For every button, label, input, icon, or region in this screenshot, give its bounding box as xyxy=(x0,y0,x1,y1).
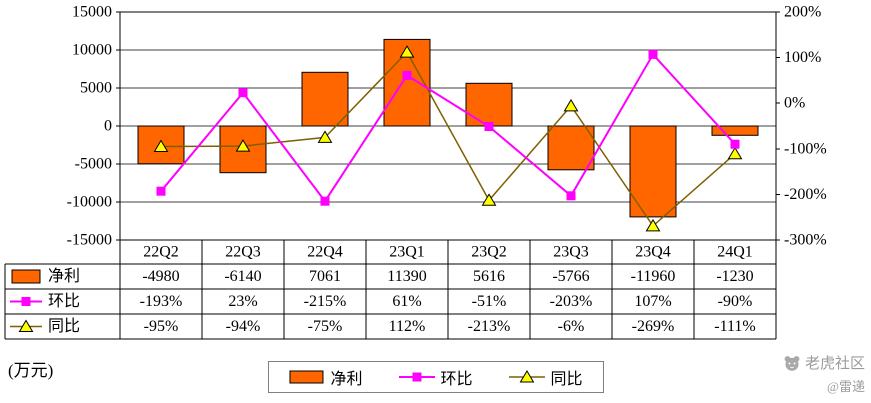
table-cell: -203% xyxy=(550,293,593,310)
table-cell: 107% xyxy=(634,293,671,310)
table-cell: -193% xyxy=(140,293,183,310)
watermark-brand-row: 老虎社区 xyxy=(783,352,865,373)
marker-square xyxy=(238,88,248,98)
table-cell: 23% xyxy=(228,293,257,310)
category-label: 23Q4 xyxy=(635,244,671,261)
y-left-label: 10000 xyxy=(72,42,112,59)
data-table: 22Q2 22Q3 22Q4 23Q1 23Q2 23Q3 23Q4 24Q1 净利 -4980 -… xyxy=(4,240,777,340)
watermark-author: @雷递 xyxy=(827,379,865,394)
qoq-markers xyxy=(156,49,740,206)
category-label: 24Q1 xyxy=(717,244,753,261)
y-right-label: 100% xyxy=(784,49,821,66)
marker-square xyxy=(648,49,658,59)
y-right-label: 0% xyxy=(784,95,805,112)
table-cell: -94% xyxy=(226,318,261,335)
marker-square xyxy=(730,139,740,149)
bar xyxy=(711,125,759,136)
legend-item: 同比 xyxy=(508,365,583,389)
bar xyxy=(547,125,595,171)
marker-triangle xyxy=(563,98,579,112)
legend-item: 净利 xyxy=(288,365,362,389)
legend-label: 净利 xyxy=(330,371,363,388)
bar xyxy=(465,82,513,127)
table-cell: -111% xyxy=(714,318,755,335)
y-left-label: -10000 xyxy=(67,194,112,211)
legend-square-icon xyxy=(398,372,435,382)
category-label: 22Q3 xyxy=(225,244,261,261)
category-label: 22Q4 xyxy=(307,244,343,261)
unit-label: (万元) xyxy=(8,361,54,380)
marker-triangle xyxy=(153,139,169,152)
table-cell: -90% xyxy=(718,293,753,310)
table-cell: -5766 xyxy=(552,268,589,285)
table-cell: -75% xyxy=(308,318,343,335)
category-label: 23Q1 xyxy=(389,244,425,261)
y-left-label: -15000 xyxy=(67,232,112,249)
marker-square xyxy=(402,70,412,80)
row-label: 环比 xyxy=(48,292,80,310)
yoy-line xyxy=(160,50,736,228)
marker-triangle xyxy=(235,139,251,152)
legend-key-marker xyxy=(21,297,31,306)
marker-square xyxy=(566,191,576,201)
legend-triangle-icon xyxy=(508,370,545,383)
marker-triangle xyxy=(727,146,743,160)
legend-item: 环比 xyxy=(398,365,473,389)
table-cell: 11390 xyxy=(387,268,426,285)
y-right-label: -200% xyxy=(784,186,827,203)
y-right-label: 200% xyxy=(784,4,821,21)
marker-square xyxy=(320,196,330,206)
table-cell: -213% xyxy=(468,318,511,335)
marker-triangle xyxy=(399,45,415,58)
legend-label: 环比 xyxy=(440,371,473,388)
table-grid xyxy=(4,240,777,340)
yoy-markers xyxy=(153,45,743,232)
table-cell: -95% xyxy=(144,318,179,335)
bar xyxy=(301,71,349,127)
y-left-label: -5000 xyxy=(75,156,112,173)
legend-key-bar xyxy=(11,269,41,284)
marker-triangle xyxy=(317,130,333,143)
axis-labels: 15000 10000 5000 0 -5000 -10000 -15000 200% 100%… xyxy=(67,4,827,249)
table-cell: 61% xyxy=(392,293,421,310)
y-left-label: 5000 xyxy=(80,80,112,97)
table-cell: -269% xyxy=(632,318,675,335)
y-left-label: 15000 xyxy=(72,4,112,21)
chart-legend: 净利 环比 同比 xyxy=(267,361,604,393)
legend-key-marker xyxy=(18,319,34,332)
category-label: 23Q3 xyxy=(553,244,589,261)
table-cell: 112% xyxy=(389,318,426,335)
row-label: 净利 xyxy=(48,267,80,285)
table-cell: 5616 xyxy=(473,268,505,285)
table-cell: -215% xyxy=(304,293,347,310)
marker-triangle xyxy=(481,193,497,206)
table-cell: -11960 xyxy=(631,268,676,285)
tiger-logo-icon xyxy=(784,355,800,371)
legend-bar-swatch xyxy=(288,370,323,384)
y-right-label: -100% xyxy=(784,140,827,157)
y-left-label: 0 xyxy=(104,118,112,135)
legend-label: 同比 xyxy=(550,371,583,388)
watermark: 老虎社区 @雷递 xyxy=(783,352,865,395)
marker-square xyxy=(484,122,494,131)
net-profit-chart: 15000 10000 5000 0 -5000 -10000 -15000 200% 100%… xyxy=(4,4,827,340)
marker-triangle xyxy=(645,218,661,232)
marker-square xyxy=(156,186,166,196)
table-cell: 7061 xyxy=(309,268,341,285)
y-right-label: -300% xyxy=(784,232,827,249)
table-cell: -6% xyxy=(558,318,585,335)
bar xyxy=(629,125,677,218)
table-cell: -1230 xyxy=(716,268,753,285)
row-label: 同比 xyxy=(48,317,80,335)
bars-net-profit xyxy=(137,38,759,218)
category-label: 23Q2 xyxy=(471,244,507,261)
table-cell: -51% xyxy=(472,293,507,310)
table-cell: -4980 xyxy=(142,268,179,285)
watermark-brand: 老虎社区 xyxy=(804,356,865,372)
qoq-line xyxy=(160,52,736,203)
table-cell: -6140 xyxy=(224,268,261,285)
category-label: 22Q2 xyxy=(143,244,179,261)
